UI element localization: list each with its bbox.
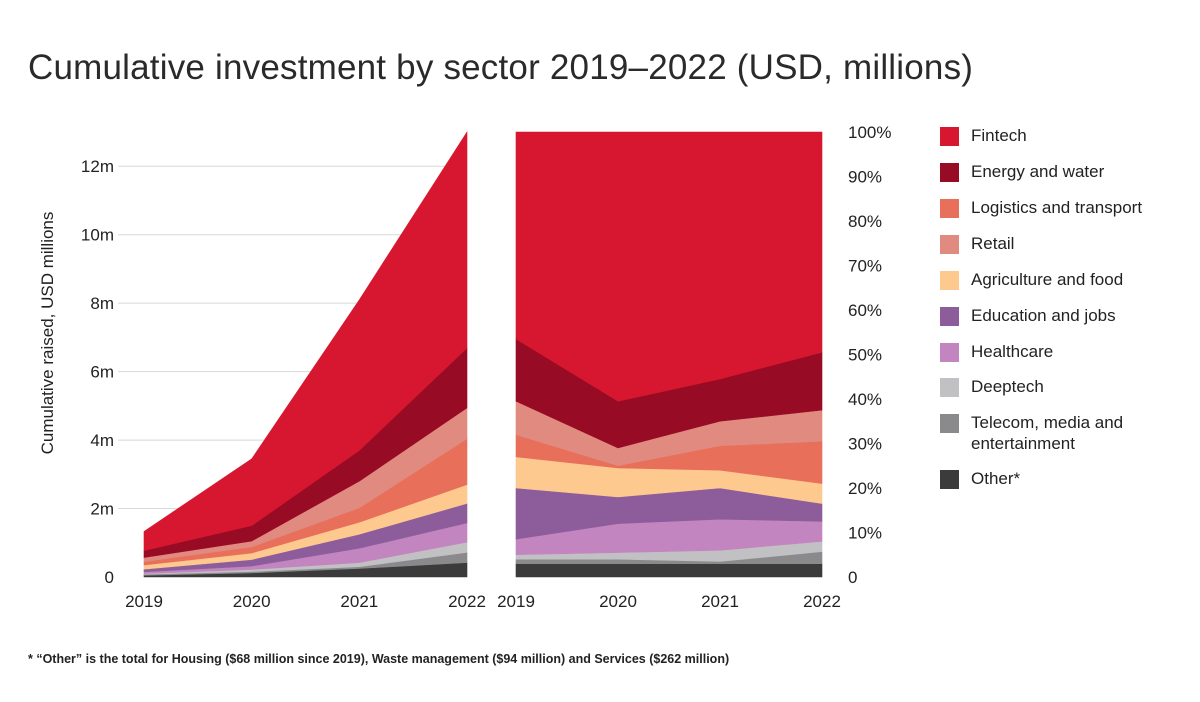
share-chart-y-tick-label: 60% [848, 301, 882, 320]
footnote: * “Other” is the total for Housing ($68 … [28, 652, 730, 666]
absolute-chart-area-fintech [143, 130, 468, 552]
legend-item-agriculture-and-food: Agriculture and food [940, 269, 1186, 290]
share-chart-area-fintech [515, 131, 823, 402]
absolute-chart-x-tick-label: 2022 [448, 592, 486, 611]
legend-label: Telecom, media and entertainment [971, 413, 1124, 453]
share-chart-x-tick-label: 2019 [497, 592, 535, 611]
absolute-chart-x-tick-label: 2021 [340, 592, 378, 611]
legend-swatch [940, 271, 959, 290]
share-chart-y-tick-label: 0 [848, 568, 857, 587]
legend-swatch [940, 470, 959, 489]
legend-item-healthcare: Healthcare [940, 341, 1186, 362]
share-chart-y-tick-label: 80% [848, 212, 882, 231]
legend-label: Other* [971, 469, 1021, 488]
legend-item-other: Other* [940, 468, 1186, 489]
legend-label: Agriculture and food [971, 270, 1124, 289]
absolute-chart-y-tick-label: 6m [90, 363, 114, 382]
share-chart-y-ticks: 100% 90% 80% 70% 60% 50% 40% 30% 20% 10% 0 [848, 123, 891, 587]
legend-swatch [940, 378, 959, 397]
legend-swatch [940, 343, 959, 362]
absolute-chart-y-ticks: 0 2m 4m 6m 8m 10m 12m [81, 157, 114, 587]
share-chart-areas [515, 131, 823, 578]
legend-label: Fintech [971, 126, 1027, 145]
legend-swatch [940, 163, 959, 182]
legend-label: Retail [971, 234, 1015, 253]
legend-label: Energy and water [971, 162, 1105, 181]
share-chart-y-tick-label: 30% [848, 435, 882, 454]
legend-item-telecom-media-and-entertainment: Telecom, media and entertainment [940, 412, 1186, 454]
legend-item-fintech: Fintech [940, 125, 1186, 146]
legend-swatch [940, 414, 959, 433]
legend-swatch [940, 199, 959, 218]
share-chart-y-tick-label: 20% [848, 479, 882, 498]
absolute-chart-y-tick-label: 2m [90, 500, 114, 519]
legend-label: Education and jobs [971, 306, 1116, 325]
share-chart-x-tick-label: 2022 [803, 592, 841, 611]
share-chart-y-tick-label: 70% [848, 257, 882, 276]
share-chart-y-tick-label: 50% [848, 346, 882, 365]
legend-swatch [940, 235, 959, 254]
legend-swatch [940, 307, 959, 326]
absolute-chart-areas [143, 130, 468, 578]
absolute-chart-y-tick-label: 4m [90, 431, 114, 450]
absolute-chart-y-axis-label: Cumulative raised, USD millions [38, 212, 57, 455]
share-chart-area-other [515, 563, 823, 578]
legend-label: Deeptech [971, 377, 1044, 396]
legend-label: Healthcare [971, 342, 1054, 361]
share-chart-x-ticks: 2019 2020 2021 2022 [497, 592, 841, 611]
share-chart-y-tick-label: 100% [848, 123, 891, 142]
legend-item-retail: Retail [940, 233, 1186, 254]
share-chart-x-tick-label: 2020 [599, 592, 637, 611]
share-chart-y-tick-label: 10% [848, 524, 882, 543]
legend-label: Logistics and transport [971, 198, 1143, 217]
legend-item-logistics-and-transport: Logistics and transport [940, 197, 1186, 218]
legend-item-deeptech: Deeptech [940, 376, 1186, 397]
absolute-chart-y-tick-label: 0 [105, 568, 114, 587]
legend-swatch [940, 127, 959, 146]
share-chart-y-tick-label: 90% [848, 168, 882, 187]
absolute-chart-x-ticks: 2019 2020 2021 2022 [125, 592, 486, 611]
absolute-chart-y-tick-label: 10m [81, 226, 114, 245]
legend-item-education-and-jobs: Education and jobs [940, 305, 1186, 326]
absolute-chart-x-tick-label: 2020 [233, 592, 271, 611]
absolute-chart-y-tick-label: 12m [81, 157, 114, 176]
absolute-chart-y-tick-label: 8m [90, 294, 114, 313]
legend-item-energy-and-water: Energy and water [940, 161, 1186, 182]
chart-title: Cumulative investment by sector 2019–202… [28, 48, 974, 87]
absolute-chart-x-tick-label: 2019 [125, 592, 163, 611]
share-chart-x-tick-label: 2021 [701, 592, 739, 611]
share-chart-y-tick-label: 40% [848, 390, 882, 409]
